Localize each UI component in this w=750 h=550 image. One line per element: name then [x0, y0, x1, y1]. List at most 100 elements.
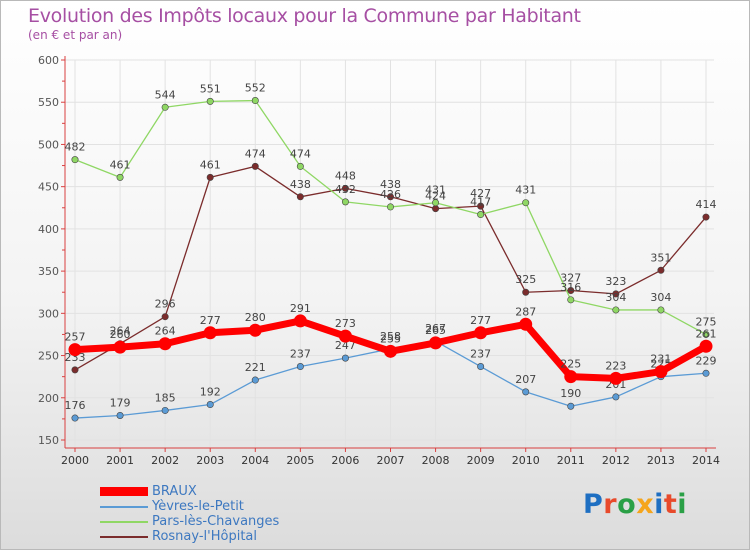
- data-point: [522, 199, 530, 207]
- data-point: [71, 414, 79, 422]
- data-label: 264: [110, 325, 131, 338]
- data-point: [429, 336, 443, 350]
- data-label: 264: [155, 325, 176, 338]
- x-tick-label: 2000: [61, 454, 89, 467]
- data-label: 552: [245, 82, 266, 95]
- data-label: 231: [650, 353, 671, 366]
- data-point: [567, 296, 575, 304]
- data-label: 221: [245, 361, 266, 374]
- data-label: 277: [470, 314, 491, 327]
- data-point: [158, 337, 172, 351]
- logo-letter: i: [654, 489, 664, 520]
- data-label: 273: [335, 317, 356, 330]
- data-point: [116, 173, 124, 181]
- legend-item: Yèvres-le-Petit: [100, 499, 279, 514]
- data-point: [384, 344, 397, 358]
- data-point: [432, 205, 440, 213]
- data-point: [477, 211, 485, 219]
- data-point: [206, 401, 214, 409]
- data-label: 237: [470, 348, 491, 361]
- data-label: 438: [290, 178, 311, 191]
- data-label: 190: [560, 387, 581, 400]
- x-tick-label: 2001: [106, 454, 134, 467]
- y-tick-label: 200: [38, 392, 59, 405]
- data-point: [477, 202, 485, 210]
- data-point: [296, 363, 304, 371]
- data-point: [161, 313, 169, 321]
- data-label: 432: [335, 183, 356, 196]
- data-label: 424: [425, 190, 446, 203]
- data-point: [113, 340, 127, 354]
- legend-label: BRAUX: [152, 484, 197, 499]
- legend-label: Pars-lès-Chavanges: [152, 514, 280, 529]
- y-tick-label: 550: [38, 96, 59, 109]
- data-point: [702, 213, 710, 221]
- chart-subtitle: (en € et par an): [28, 28, 123, 42]
- data-point: [251, 97, 259, 105]
- data-label: 233: [65, 351, 86, 364]
- data-label: 267: [425, 322, 446, 335]
- data-label: 229: [696, 354, 717, 367]
- legend-item: Pars-lès-Chavanges: [100, 514, 279, 529]
- data-label: 275: [696, 315, 717, 328]
- data-point: [699, 339, 713, 353]
- data-label: 185: [155, 391, 176, 404]
- data-point: [522, 288, 530, 296]
- data-point: [657, 306, 665, 314]
- data-label: 482: [65, 141, 86, 154]
- data-label: 258: [380, 330, 401, 343]
- data-point: [654, 365, 668, 379]
- data-label: 304: [605, 291, 626, 304]
- data-label: 223: [605, 359, 626, 372]
- data-point: [477, 363, 485, 371]
- x-tick-label: 2006: [331, 454, 359, 467]
- data-point: [519, 317, 533, 331]
- data-label: 427: [470, 187, 491, 200]
- data-label: 544: [155, 88, 176, 101]
- logo-letter: i: [677, 489, 688, 520]
- data-point: [657, 266, 665, 274]
- logo-letter: P: [583, 489, 604, 520]
- data-label: 237: [290, 348, 311, 361]
- legend-item: Rosnay-l'Hôpital: [100, 529, 279, 544]
- logo-letter: o: [617, 489, 637, 520]
- data-point: [609, 371, 623, 385]
- data-point: [251, 376, 259, 384]
- data-point: [702, 330, 710, 338]
- y-tick-label: 450: [38, 181, 59, 194]
- data-label: 207: [515, 373, 536, 386]
- data-label: 551: [200, 82, 221, 95]
- data-label: 291: [290, 302, 311, 315]
- data-label: 414: [696, 198, 717, 211]
- data-label: 316: [560, 281, 581, 294]
- legend-swatch: [100, 505, 148, 508]
- x-tick-label: 2002: [151, 454, 179, 467]
- data-point: [341, 184, 349, 192]
- data-label: 255: [380, 332, 401, 345]
- data-label: 351: [650, 251, 671, 264]
- x-tick-label: 2005: [286, 454, 314, 467]
- data-point: [161, 103, 169, 111]
- data-label: 192: [200, 386, 221, 399]
- x-tick-label: 2010: [512, 454, 540, 467]
- legend-label: Rosnay-l'Hôpital: [152, 529, 257, 544]
- data-point: [248, 323, 262, 337]
- data-point: [612, 306, 620, 314]
- data-point: [71, 366, 79, 374]
- data-point: [567, 402, 575, 410]
- data-label: 265: [425, 324, 446, 337]
- data-label: 277: [200, 314, 221, 327]
- data-point: [296, 162, 304, 170]
- logo-letter: r: [603, 489, 618, 520]
- y-tick-label: 500: [38, 138, 59, 151]
- proxiti-logo: Proxiti: [583, 489, 687, 520]
- chart-legend: BRAUX Yèvres-le-Petit Pars-lès-Chavanges Ro…: [100, 484, 279, 544]
- y-tick-label: 300: [38, 307, 59, 320]
- x-tick-label: 2009: [467, 454, 495, 467]
- data-label: 304: [650, 291, 671, 304]
- y-tick-label: 350: [38, 265, 59, 278]
- data-point: [203, 326, 217, 340]
- data-point: [567, 287, 575, 295]
- data-label: 296: [155, 298, 176, 311]
- data-point: [338, 329, 352, 343]
